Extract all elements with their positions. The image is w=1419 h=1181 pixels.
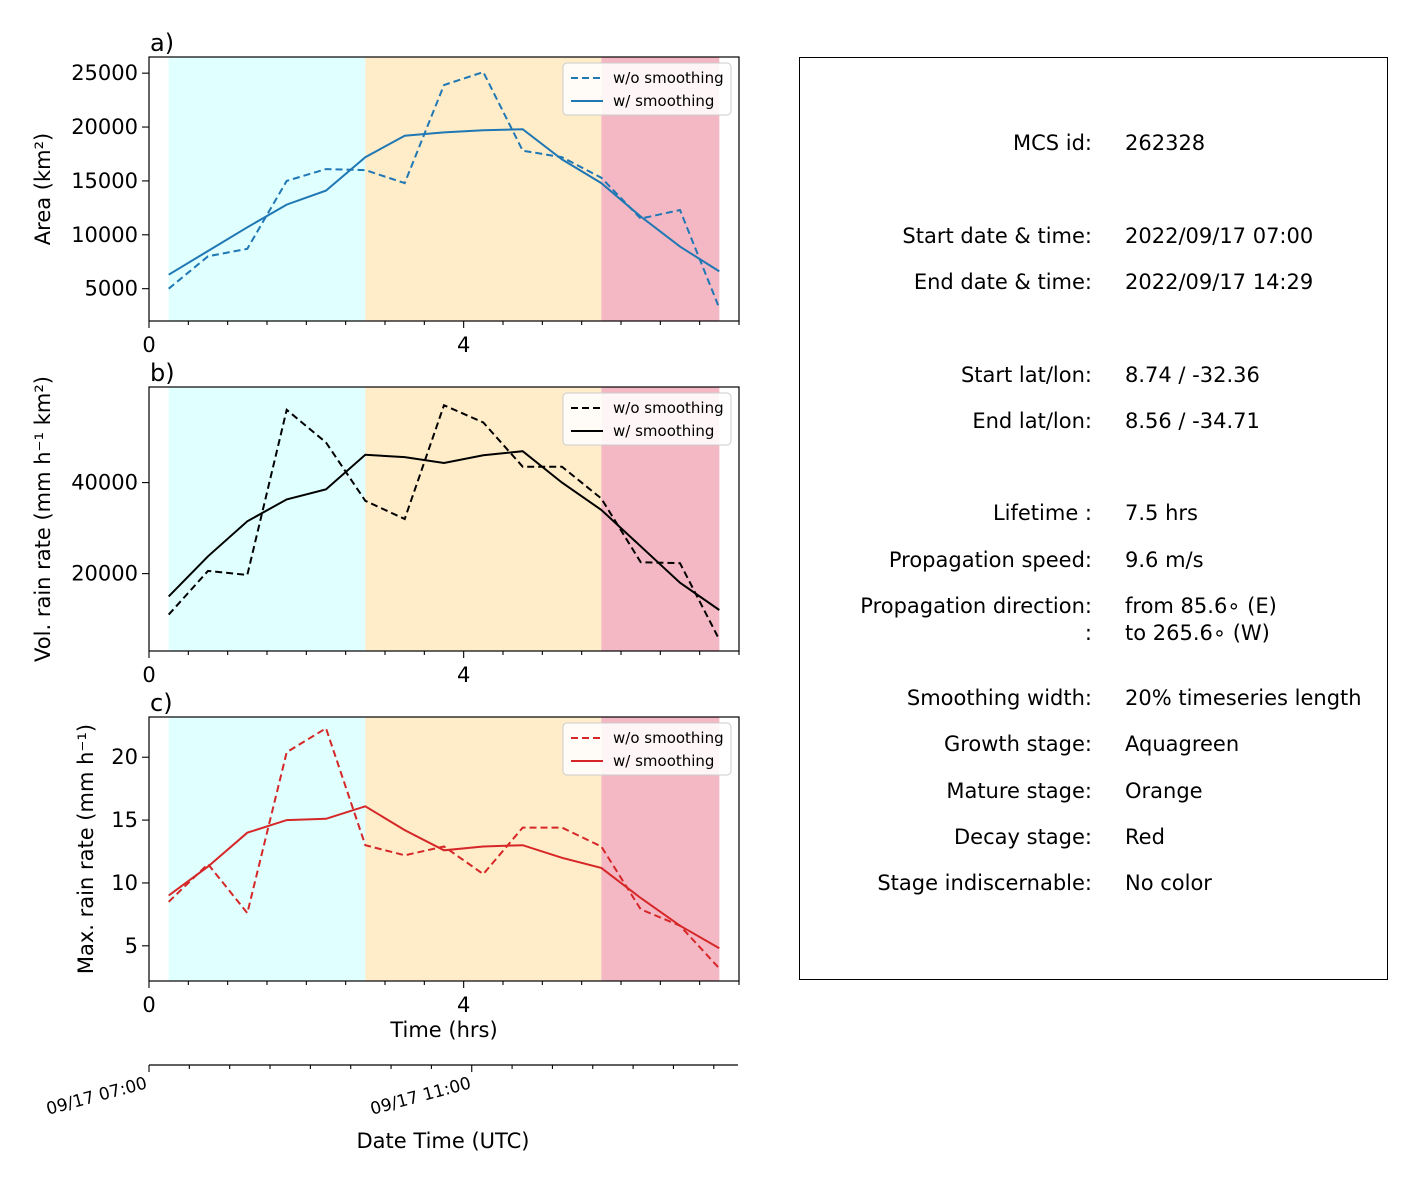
info-key: End date & time: [913,270,1092,294]
y-tick-label: 15000 [71,169,138,193]
y-tick-label: 10 [111,871,138,895]
info-key: Growth stage: [943,732,1092,756]
date-axis-label: Date Time (UTC) [357,1129,530,1153]
date-tick-label: 09/17 11:00 [368,1074,473,1120]
legend: w/o smoothing w/ smoothing [562,722,732,776]
y-tick-label: 20000 [71,562,138,586]
legend-box [562,392,732,446]
info-key: Decay stage: [954,825,1092,849]
legend-label: w/ smoothing [613,752,714,770]
info-value: 7.5 hrs [1125,501,1198,525]
info-key: : [1084,621,1092,645]
info-value: 2022/09/17 07:00 [1125,224,1314,248]
y-axis-label: Max. rain rate (mm h⁻¹) [74,724,98,974]
series-raw-line [167,403,721,641]
stage-band-mature [365,57,602,321]
x-tick-label: 0 [142,333,155,357]
x-tick-label: 4 [457,333,470,357]
panel-area: 0 4 5000 10000 15000 20000 25000 Area (km²) a) w/… [31,29,740,357]
y-tick-label: 5 [125,934,138,958]
info-key: MCS id: [1012,131,1092,155]
info-value: Orange [1125,779,1203,803]
info-key: Start date & time: [902,224,1092,248]
info-value: 9.6 m/s [1125,548,1204,572]
info-key: Smoothing width: [906,686,1092,710]
info-key: Start lat/lon: [960,363,1092,387]
y-axis-label: Vol. rain rate (mm h⁻¹ km²) [31,376,55,662]
info-value: to 265.6∘ (W) [1125,621,1270,645]
info-value: 20% timeseries length [1125,686,1362,710]
y-tick-label: 5000 [85,277,138,301]
series-raw-line [168,70,721,309]
legend-label: w/ smoothing [613,92,714,110]
panel-label: b) [150,359,175,387]
legend-label: w/o smoothing [613,399,724,417]
x-tick-label: 4 [457,993,470,1017]
info-key: Propagation direction: [860,594,1092,618]
y-tick-label: 20000 [71,115,138,139]
info-value: Aquagreen [1125,732,1240,756]
y-tick-label: 20 [111,745,138,769]
series-smoothed-line [168,128,720,276]
series-smoothed-line [167,450,720,611]
y-tick-label: 25000 [71,61,138,85]
legend-label: w/o smoothing [613,729,724,747]
info-key: Stage indiscernable: [877,871,1092,895]
x-tick-label: 4 [457,663,470,687]
panel-label: a) [150,29,174,57]
x-tick-label: 0 [142,993,155,1017]
info-key: Propagation speed: [888,548,1092,572]
info-value: from 85.6∘ (E) [1125,594,1277,618]
legend: w/o smoothing w/ smoothing [562,62,732,116]
legend-label: w/ smoothing [613,422,714,440]
panel-label: c) [150,689,173,717]
y-tick-label: 15 [111,808,138,832]
date-axis: 09/17 07:00 09/17 11:00 Date Time (UTC) [44,1064,738,1153]
legend: w/o smoothing w/ smoothing [562,392,732,446]
x-axis-label: Time (hrs) [389,1018,497,1042]
info-key: Lifetime : [992,501,1092,525]
mcs-info-panel: MCS id: 262328 Start date & time: 2022/09/… [799,57,1388,980]
info-value: No color [1125,871,1212,895]
legend-label: w/o smoothing [613,69,724,87]
stage-band-growth [168,387,366,651]
panel-vol-rain: 0 4 20000 40000 Vol. rain rate (mm h⁻¹ km²) b… [31,359,740,687]
info-value: 8.74 / -32.36 [1125,363,1260,387]
x-tick-label: 0 [142,663,155,687]
y-tick-label: 10000 [71,223,138,247]
info-value: 2022/09/17 14:29 [1125,270,1314,294]
plot-frame [148,56,740,322]
y-tick-label: 40000 [71,471,138,495]
legend-box [562,722,732,776]
series-smoothed-line [168,805,720,950]
plot-frame [148,386,740,652]
stage-band-growth [168,57,366,321]
figure: 0 4 5000 10000 15000 20000 25000 Area (km²) a) w/… [31,29,740,1153]
plot-frame [148,716,740,982]
legend-box [562,62,732,116]
info-value: Red [1125,825,1165,849]
info-value: 262328 [1125,131,1206,155]
stage-band-growth [168,717,366,981]
date-tick-label: 09/17 07:00 [44,1074,149,1120]
stage-band-mature [365,717,602,981]
panel-max-rain: 0 4 5 10 15 20 Max. rain rate (mm h⁻¹) c) w/o sm… [74,689,740,1017]
info-key: Mature stage: [946,779,1092,803]
info-value: 8.56 / -34.71 [1125,409,1260,433]
y-axis-label: Area (km²) [31,133,55,245]
info-key: End lat/lon: [972,409,1092,433]
